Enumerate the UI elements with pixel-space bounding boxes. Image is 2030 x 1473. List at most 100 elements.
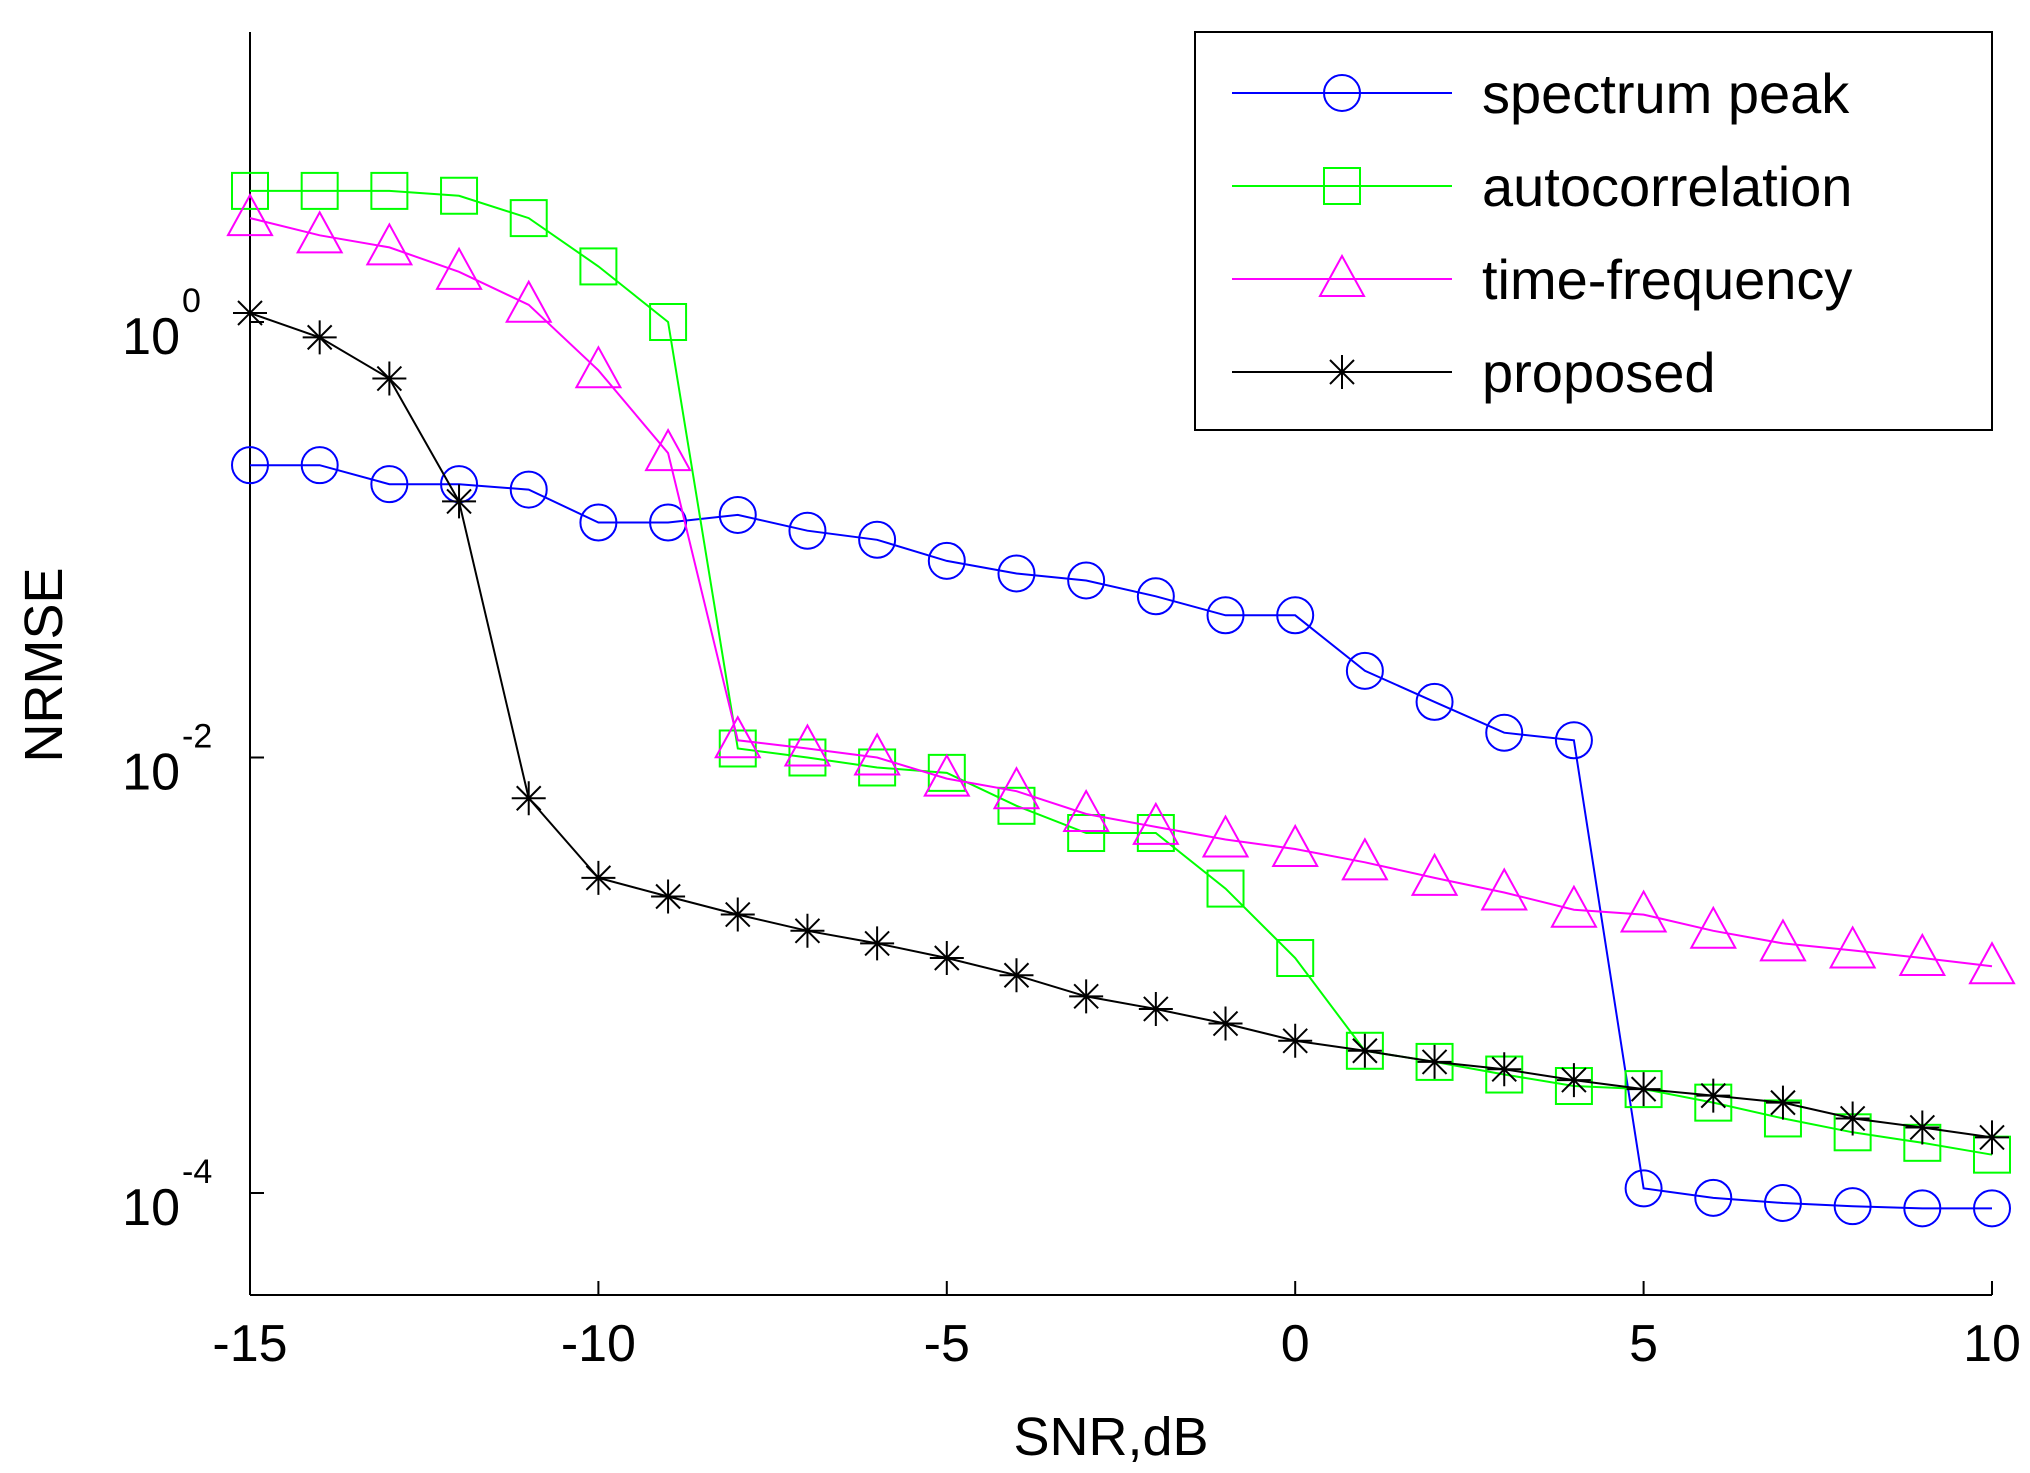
data-point-proposed xyxy=(1835,1101,1870,1136)
data-point-time-frequency xyxy=(992,766,1041,810)
series-time-frequency xyxy=(226,193,2016,985)
x-axis-label: SNR,dB xyxy=(1013,1407,1208,1467)
data-point-autocorrelation xyxy=(1624,1070,1663,1109)
data-point-proposed xyxy=(790,913,825,948)
data-point-proposed xyxy=(1208,1006,1243,1041)
data-point-spectrum-peak xyxy=(1206,596,1245,635)
data-point-spectrum-peak xyxy=(1345,651,1384,690)
data-point-spectrum-peak xyxy=(579,503,618,542)
data-point-proposed xyxy=(372,361,407,396)
data-point-time-frequency xyxy=(1550,884,1598,928)
x-tick-label: -10 xyxy=(561,1315,636,1373)
data-point-autocorrelation xyxy=(579,247,618,286)
data-point-spectrum-peak xyxy=(1624,1169,1663,1208)
data-point-spectrum-peak xyxy=(1554,721,1593,760)
data-point-proposed xyxy=(999,958,1034,993)
data-point-spectrum-peak xyxy=(1903,1189,1942,1228)
legend-item-autocorrelation: autocorrelation xyxy=(1232,155,1852,218)
data-point-spectrum-peak xyxy=(718,495,757,534)
data-point-spectrum-peak xyxy=(370,465,409,504)
y-tick-label: 10 xyxy=(122,744,180,802)
data-point-time-frequency xyxy=(1689,905,1737,949)
series-autocorrelation xyxy=(231,171,2011,1174)
data-point-time-frequency xyxy=(226,193,274,237)
data-point-time-frequency xyxy=(783,723,832,767)
data-point-time-frequency xyxy=(1898,932,1947,977)
data-point-proposed xyxy=(1417,1044,1452,1079)
y-axis-label: NRMSE xyxy=(14,567,74,762)
legend-label: autocorrelation xyxy=(1482,155,1852,218)
data-point-spectrum-peak xyxy=(997,554,1036,593)
data-point-spectrum-peak xyxy=(1415,682,1454,721)
series-line-proposed xyxy=(249,312,1993,1139)
legend-marker-autocorrelation xyxy=(1323,167,1361,205)
legend-label: spectrum peak xyxy=(1482,62,1850,125)
y-tick-exponent: 0 xyxy=(182,282,201,320)
data-point-autocorrelation xyxy=(1067,814,1106,853)
data-point-time-frequency xyxy=(365,222,414,266)
plot-area xyxy=(249,32,1992,1296)
data-point-autocorrelation xyxy=(1276,939,1315,978)
data-point-spectrum-peak xyxy=(1833,1187,1872,1226)
data-point-autocorrelation xyxy=(231,171,269,210)
data-point-spectrum-peak xyxy=(788,511,827,550)
data-point-time-frequency xyxy=(923,753,971,797)
data-point-time-frequency xyxy=(1619,889,1668,933)
series-line-spectrum-peak xyxy=(250,464,1992,1210)
y-tick-label: 10 xyxy=(122,1179,180,1237)
series-line-autocorrelation xyxy=(250,189,1993,1156)
data-point-spectrum-peak xyxy=(1763,1183,1802,1222)
data-point-spectrum-peak xyxy=(927,541,966,580)
data-point-spectrum-peak xyxy=(1136,577,1175,616)
legend-marker-proposed xyxy=(1325,355,1359,389)
data-point-proposed xyxy=(1765,1085,1800,1120)
series-spectrum-peak xyxy=(231,446,2011,1228)
legend-box xyxy=(1194,31,1993,431)
data-point-proposed xyxy=(860,926,895,961)
x-tick-label: -15 xyxy=(212,1315,287,1373)
data-point-time-frequency xyxy=(1271,823,1319,868)
x-tick-label: 10 xyxy=(1963,1315,2021,1373)
legend-item-proposed: proposed xyxy=(1232,341,1716,404)
data-point-proposed xyxy=(720,897,755,932)
x-tick-label: 0 xyxy=(1281,1315,1310,1373)
y-tick-label: 10 xyxy=(122,308,180,366)
data-point-time-frequency xyxy=(295,210,344,254)
data-point-proposed xyxy=(511,781,546,816)
data-point-autocorrelation xyxy=(1206,869,1245,908)
legend-marker-spectrum-peak xyxy=(1323,74,1361,112)
data-point-time-frequency xyxy=(1480,867,1528,911)
data-point-time-frequency xyxy=(1759,918,1807,962)
legend: spectrum peak autocorrelation time-frequen… xyxy=(1194,31,1993,431)
data-point-autocorrelation xyxy=(1345,1031,1384,1070)
data-point-autocorrelation xyxy=(440,176,479,215)
data-point-autocorrelation xyxy=(300,171,339,210)
y-tick-exponent: -4 xyxy=(182,1153,212,1191)
data-point-spectrum-peak xyxy=(231,446,269,485)
data-point-time-frequency xyxy=(435,246,483,290)
y-tick-exponent: -2 xyxy=(182,718,212,756)
data-point-time-frequency xyxy=(1828,925,1877,969)
data-point-proposed xyxy=(581,860,616,895)
x-tick-label: 5 xyxy=(1629,1315,1658,1373)
data-point-proposed xyxy=(302,320,337,355)
data-point-proposed xyxy=(1696,1078,1731,1113)
data-point-time-frequency xyxy=(1201,814,1250,858)
data-point-time-frequency xyxy=(714,715,762,759)
data-point-proposed xyxy=(1487,1052,1522,1087)
data-point-time-frequency xyxy=(644,428,692,472)
x-tick-label: -5 xyxy=(924,1315,970,1373)
data-point-time-frequency xyxy=(853,732,901,776)
data-point-proposed xyxy=(1278,1023,1313,1058)
legend-label: time-frequency xyxy=(1482,248,1852,311)
data-point-spectrum-peak xyxy=(1694,1178,1733,1217)
data-point-autocorrelation xyxy=(1136,814,1175,853)
data-point-time-frequency xyxy=(574,345,623,389)
data-point-spectrum-peak xyxy=(649,503,688,542)
data-point-autocorrelation xyxy=(509,199,548,238)
data-point-spectrum-peak xyxy=(1276,596,1315,635)
data-point-autocorrelation xyxy=(370,171,409,210)
data-point-autocorrelation xyxy=(1415,1042,1454,1081)
legend-item-time-frequency: time-frequency xyxy=(1232,248,1852,311)
